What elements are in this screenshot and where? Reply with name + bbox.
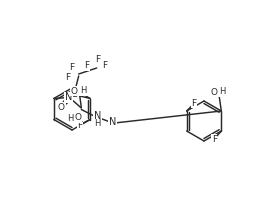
Text: N: N xyxy=(109,118,116,128)
Text: O: O xyxy=(58,103,65,112)
Text: F: F xyxy=(85,61,90,70)
Text: H: H xyxy=(80,86,86,95)
Text: F: F xyxy=(95,55,100,63)
Text: H: H xyxy=(67,114,74,124)
Text: F: F xyxy=(103,61,108,69)
Text: H: H xyxy=(93,119,100,128)
Text: F: F xyxy=(70,63,75,72)
Text: F: F xyxy=(78,120,83,130)
Text: O: O xyxy=(210,88,217,97)
Text: N: N xyxy=(93,112,101,122)
Text: F: F xyxy=(212,135,217,143)
Text: O: O xyxy=(74,114,81,122)
Text: F: F xyxy=(192,99,197,107)
Text: H: H xyxy=(219,87,226,96)
Text: N: N xyxy=(65,93,72,103)
Text: O: O xyxy=(71,87,78,96)
Text: S: S xyxy=(71,89,78,99)
Text: F: F xyxy=(66,72,71,82)
